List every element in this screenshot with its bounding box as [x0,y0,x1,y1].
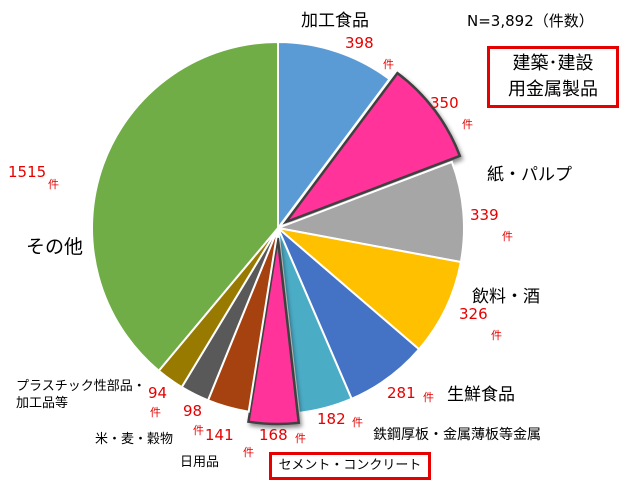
value-other: 1515 [8,163,47,181]
value-beverage: 326 [459,305,488,323]
label-beverage: 飲料・酒 [472,287,540,307]
pie-slice-10 [91,40,279,373]
value-fresh-food: 281 [387,384,416,402]
value-cement-concrete: 168 [259,426,288,444]
label-building-metal: 建築･建設 用金属製品 [487,46,619,108]
unit-steel-plate: 件 [352,416,363,429]
unit-paper-pulp: 件 [502,230,513,243]
pie-slice-0 [277,40,391,232]
pie-slice-3 [274,226,463,351]
label-cement-concrete: セメント・コンクリート [269,452,431,480]
label-daily-goods: 日用品 [180,455,220,470]
pie-slice-6 [247,237,301,426]
unit-daily-goods: 件 [243,446,254,459]
pie-slice-5 [277,227,353,414]
label-grain: 米・麦・穀物 [95,432,174,447]
value-paper-pulp: 339 [470,206,499,224]
value-steel-plate: 182 [317,410,346,428]
unit-other: 件 [48,178,59,191]
unit-processed-food: 件 [383,58,394,71]
unit-grain: 件 [193,424,204,437]
unit-fresh-food: 件 [423,391,434,404]
value-processed-food: 398 [345,34,374,52]
label-other: その他 [26,236,84,258]
total-label: N=3,892（件数） [467,12,594,30]
label-steel-plate: 鉄鋼厚板・金属薄板等金属 [373,427,541,443]
label-plastic-parts: プラスチック性部品・ 加工品等 [16,379,146,411]
pie-slice-1 [282,71,462,225]
value-building-metal: 350 [430,94,459,112]
value-daily-goods: 141 [205,426,234,444]
unit-building-metal: 件 [462,118,473,131]
label-paper-pulp: 紙・パルプ [487,165,572,185]
value-grain: 98 [183,402,203,420]
value-plastic-parts: 94 [148,384,168,402]
unit-plastic-parts: 件 [150,406,161,419]
label-fresh-food: 生鮮食品 [447,385,515,405]
unit-cement-concrete: 件 [295,432,306,445]
pie-slice-2 [274,160,465,264]
label-processed-food: 加工食品 [301,11,369,31]
unit-beverage: 件 [491,329,502,342]
